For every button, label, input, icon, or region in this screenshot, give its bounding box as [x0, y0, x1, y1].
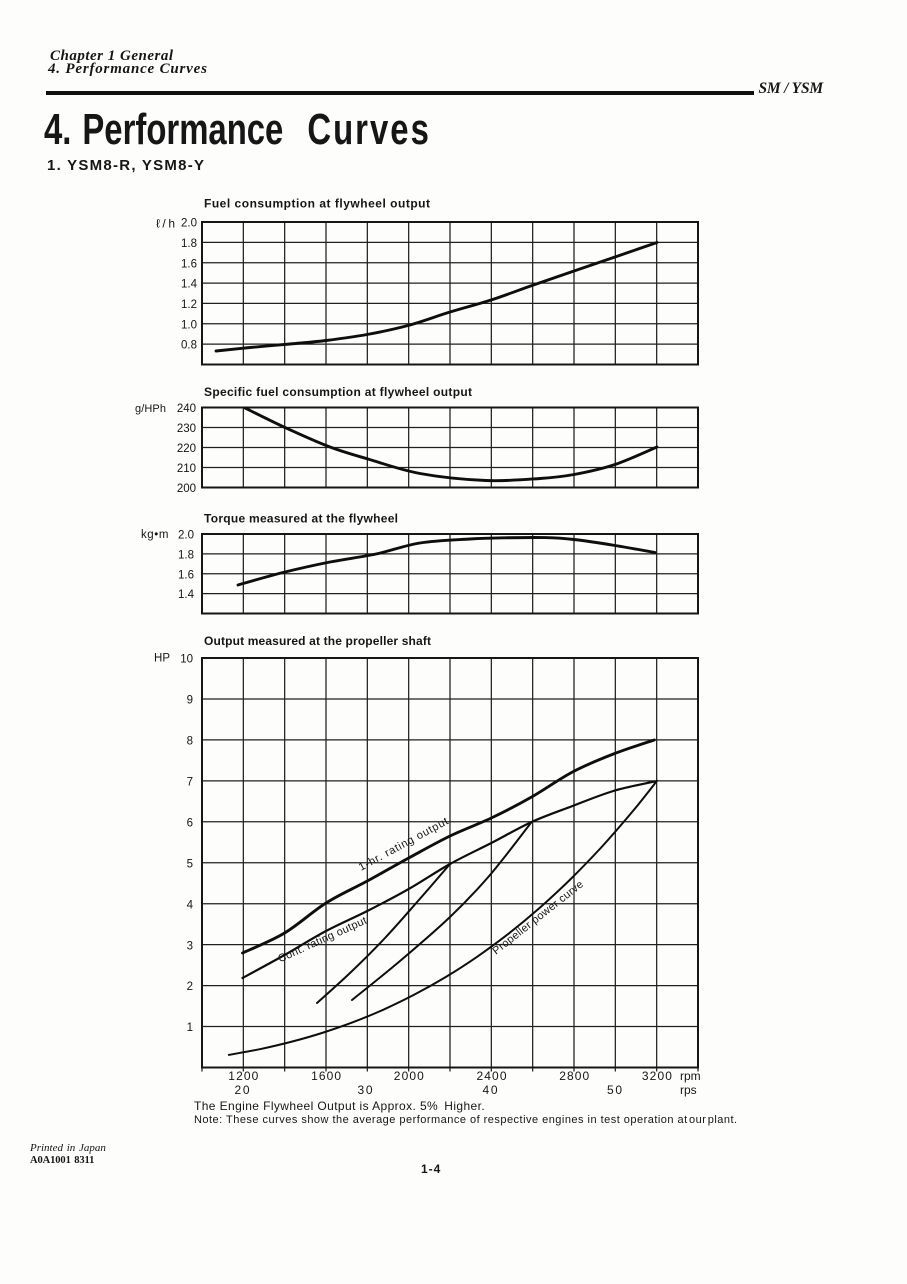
svg-text:200: 200 [177, 483, 196, 495]
svg-text:1600: 1600 [311, 1069, 341, 1083]
svg-text:210: 210 [177, 463, 196, 475]
svg-text:50: 50 [607, 1083, 622, 1097]
svg-text:ℓ/h: ℓ/h [156, 217, 175, 231]
svg-text:1200: 1200 [228, 1069, 258, 1083]
svg-text:1.6: 1.6 [181, 258, 197, 270]
svg-text:rps: rps [680, 1083, 697, 1097]
svg-text:0.8: 0.8 [181, 340, 197, 352]
svg-text:kg•m: kg•m [141, 529, 169, 541]
svg-text:1.4: 1.4 [181, 279, 198, 291]
svg-text:2.0: 2.0 [178, 530, 194, 542]
svg-text:240: 240 [177, 403, 196, 415]
svg-text:2800: 2800 [559, 1069, 589, 1083]
svg-text:6: 6 [187, 817, 193, 829]
svg-text:Torque measured at the flywhee: Torque measured at the flywheel [204, 512, 398, 526]
svg-text:30: 30 [358, 1083, 373, 1097]
svg-text:1.6: 1.6 [178, 569, 194, 581]
svg-text:Cont. rating output: Cont. rating output [276, 915, 368, 965]
svg-text:1.2: 1.2 [181, 299, 197, 311]
svg-text:5: 5 [187, 858, 193, 870]
svg-text:4: 4 [187, 899, 194, 911]
svg-text:1.4: 1.4 [178, 589, 195, 601]
svg-text:9: 9 [187, 695, 193, 707]
svg-text:40: 40 [483, 1083, 498, 1097]
svg-text:HP: HP [154, 653, 170, 665]
svg-text:1.8: 1.8 [178, 550, 194, 562]
svg-text:Fuel consumption at flywheel o: Fuel consumption at flywheel output [204, 197, 430, 211]
svg-text:rpm: rpm [680, 1069, 701, 1083]
svg-text:1: 1 [187, 1022, 193, 1034]
svg-text:Propeller power curve: Propeller power curve [490, 879, 585, 958]
svg-text:230: 230 [177, 423, 196, 435]
svg-text:2: 2 [187, 981, 193, 993]
svg-text:1.0: 1.0 [181, 319, 197, 331]
svg-text:2000: 2000 [394, 1069, 424, 1083]
svg-text:2.0: 2.0 [181, 218, 197, 230]
svg-text:Output measured at the propell: Output measured at the propeller shaft [204, 634, 431, 648]
svg-text:220: 220 [177, 443, 196, 455]
svg-text:3200: 3200 [642, 1069, 672, 1083]
svg-text:1.8: 1.8 [181, 238, 197, 250]
svg-text:2400: 2400 [477, 1069, 507, 1083]
svg-text:10: 10 [180, 654, 193, 666]
svg-text:3: 3 [187, 940, 193, 952]
svg-text:20: 20 [235, 1083, 250, 1097]
svg-text:Specific fuel consumption at f: Specific fuel consumption at flywheel ou… [204, 385, 472, 399]
svg-text:8: 8 [187, 736, 193, 748]
svg-text:7: 7 [187, 777, 193, 789]
svg-text:g/HPh: g/HPh [135, 403, 166, 415]
